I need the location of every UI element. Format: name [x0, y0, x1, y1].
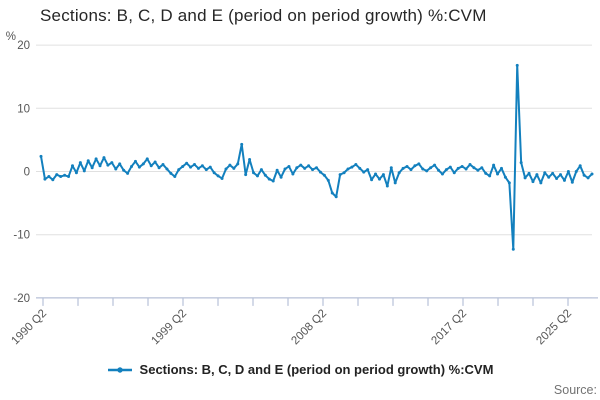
x-axis-tick-label: 1990 Q2 [9, 308, 49, 348]
legend-line-icon [107, 364, 133, 376]
chart-title: Sections: B, C, D and E (period on perio… [40, 6, 487, 25]
legend-label: Sections: B, C, D and E (period on perio… [139, 362, 494, 377]
x-axis-tick-label: 2008 Q2 [289, 308, 329, 348]
y-axis-tick-label: 10 [17, 103, 30, 115]
x-axis-tick-label: 2017 Q2 [429, 308, 469, 348]
legend-item[interactable]: Sections: B, C, D and E (period on perio… [0, 362, 600, 377]
x-axis-tick-label: 2025 Q2 [534, 308, 574, 348]
line-chart-plot: -20 -10 0 10 20% 1990 Q2 1999 Q2 2008 Q2 2017 Q2… [6, 31, 598, 348]
x-axis-tick-label: 1999 Q2 [149, 308, 189, 348]
y-axis-tick-label: 20 [17, 40, 30, 52]
source-note: Source: [553, 383, 597, 397]
y-axis-tick-label: -20 [13, 293, 30, 305]
data-series-line [40, 64, 593, 251]
y-axis-tick-label: -10 [13, 230, 30, 242]
y-axis-tick-label: 0 [24, 167, 30, 179]
y-axis-unit: % [6, 31, 16, 43]
